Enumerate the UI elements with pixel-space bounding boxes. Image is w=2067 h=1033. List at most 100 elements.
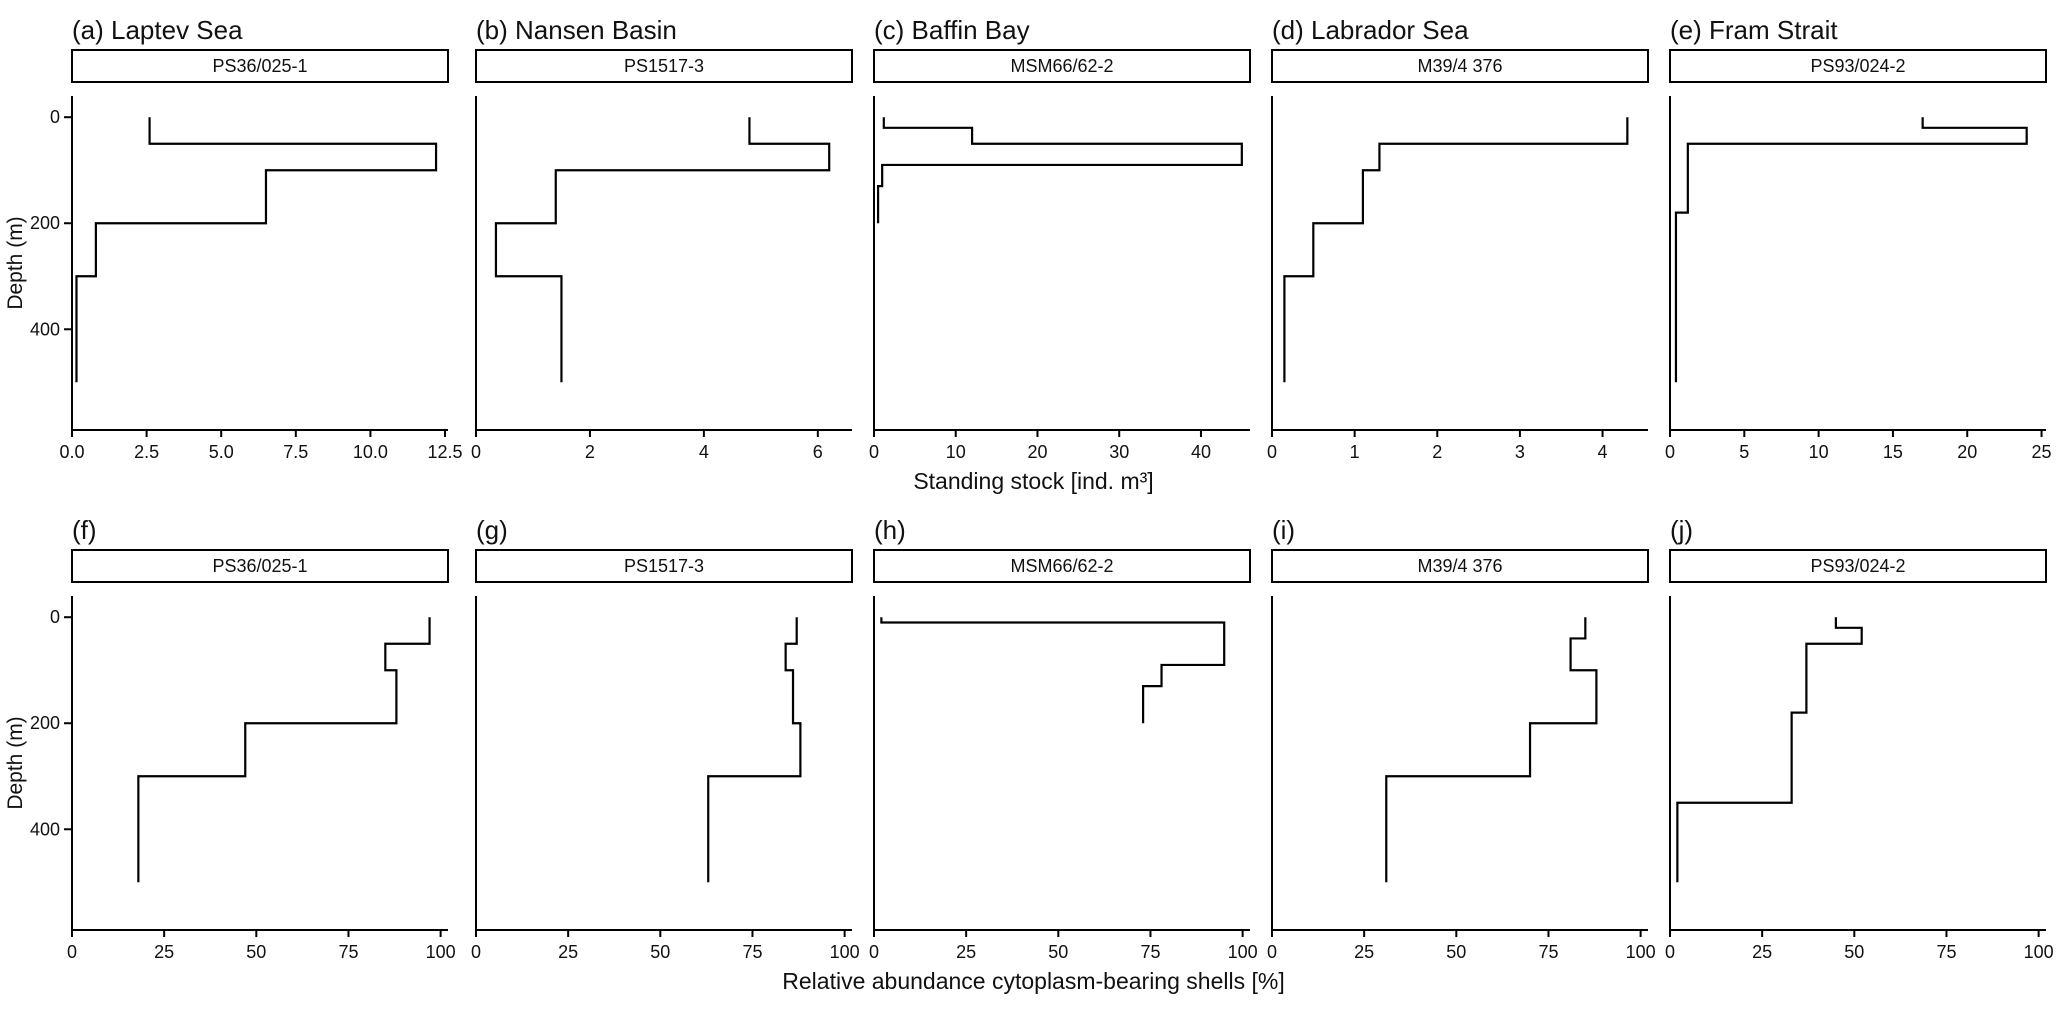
x-tick-label-c: 0: [869, 442, 879, 462]
panel-d: (d) Labrador Sea M39/4 376 0 1 2 3 4: [1262, 12, 1656, 466]
profile-line-g: [707, 617, 802, 883]
station-label-g: PS1517-3: [624, 556, 704, 576]
axes-spine-h: [873, 596, 1250, 931]
axes-spine-a: [71, 96, 448, 431]
station-label-c: MSM66/62-2: [1010, 56, 1113, 76]
plot-b: PS1517-3 0 2 4 6: [471, 49, 853, 462]
y-axis-title: Depth (m): [4, 216, 27, 309]
x-tick-label-a: 10.0: [353, 442, 388, 462]
panel-g: (g) PS1517-3 0 25 50 75 100: [466, 512, 860, 966]
x-tick-label-i: 0: [1267, 942, 1277, 962]
x-tick-label-b: 4: [699, 442, 709, 462]
x-tick-label-j: 50: [1844, 942, 1864, 962]
plot-g: PS1517-3 0 25 50 75 100: [471, 549, 860, 962]
x-tick-label-c: 20: [1027, 442, 1047, 462]
panel-j: (j) PS93/024-2 0 25 50 75 100: [1660, 512, 2054, 966]
x-tick-label-h: 25: [956, 942, 976, 962]
profile-line-e: [1674, 117, 2028, 383]
figure: (a) Laptev Sea PS36/025-1 0.0 2.5 5.0 7.5 10.0…: [4, 12, 2061, 1000]
station-label-e: PS93/024-2: [1810, 56, 1905, 76]
axes-spine-f: [71, 596, 448, 931]
panel-c: (c) Baffin Bay MSM66/62-2 0 10 20 30 40: [864, 12, 1258, 466]
row-1-panels: (f) PS36/025-1 0 25 50 75 100 0 200 400 Depth (m)(…: [4, 512, 2061, 966]
x-tick-label-f: 25: [154, 942, 174, 962]
x-tick-label-b: 0: [471, 442, 481, 462]
plot-a: PS36/025-1 0.0 2.5 5.0 7.5 10.0 12.5 0 200 400Dep…: [4, 49, 463, 462]
x-tick-label-d: 2: [1432, 442, 1442, 462]
profile-line-c: [876, 117, 1243, 224]
station-header-box-g: [475, 549, 853, 583]
x-tick-label-a: 5.0: [209, 442, 234, 462]
x-tick-label-d: 0: [1267, 442, 1277, 462]
station-label-a: PS36/025-1: [212, 56, 307, 76]
station-header-box-f: [71, 549, 449, 583]
station-header-box-h: [873, 549, 1251, 583]
x-tick-label-h: 0: [869, 942, 879, 962]
x-tick-label-e: 5: [1739, 442, 1749, 462]
x-tick-label-h: 100: [1228, 942, 1258, 962]
x-axis-title-standing-stock: Standing stock [ind. m³]: [913, 468, 1154, 494]
plot-d: M39/4 376 0 1 2 3 4: [1267, 49, 1649, 462]
plot-i: M39/4 376 0 25 50 75 100: [1267, 549, 1656, 962]
x-tick-label-d: 3: [1515, 442, 1525, 462]
x-tick-label-e: 15: [1883, 442, 1903, 462]
panel-title-e: (e) Fram Strait: [1670, 15, 1838, 45]
y-tick-label-a: 200: [30, 213, 60, 233]
station-header-box-i: [1271, 549, 1649, 583]
x-tick-label-h: 50: [1048, 942, 1068, 962]
panel-title-a: (a) Laptev Sea: [72, 15, 243, 45]
profile-line-b: [494, 117, 831, 383]
x-tick-label-j: 100: [2024, 942, 2054, 962]
x-tick-label-i: 75: [1538, 942, 1558, 962]
profile-line-a: [75, 117, 438, 383]
x-tick-label-e: 0: [1665, 442, 1675, 462]
x-tick-label-g: 50: [650, 942, 670, 962]
station-label-b: PS1517-3: [624, 56, 704, 76]
x-tick-label-e: 10: [1809, 442, 1829, 462]
y-tick-label-a: 0: [50, 107, 60, 127]
panel-e: (e) Fram Strait PS93/024-2 0 5 10 15 20 25: [1660, 12, 2054, 466]
panel-a: (a) Laptev Sea PS36/025-1 0.0 2.5 5.0 7.5 10.0…: [4, 12, 463, 466]
x-tick-label-c: 40: [1191, 442, 1211, 462]
panel-title-f: (f): [72, 515, 97, 545]
axes-spine-j: [1669, 596, 2046, 931]
panel-title-d: (d) Labrador Sea: [1272, 15, 1469, 45]
y-tick-label-f: 0: [50, 607, 60, 627]
station-header-box-j: [1669, 549, 2047, 583]
station-header-box-a: [71, 49, 449, 83]
x-tick-label-a: 0.0: [59, 442, 84, 462]
profile-line-h: [880, 617, 1226, 724]
y-tick-label-f: 200: [30, 713, 60, 733]
x-tick-label-i: 100: [1626, 942, 1656, 962]
x-tick-label-j: 0: [1665, 942, 1675, 962]
x-tick-label-a: 2.5: [134, 442, 159, 462]
x-tick-label-d: 4: [1598, 442, 1608, 462]
x-tick-label-j: 75: [1936, 942, 1956, 962]
x-tick-label-h: 75: [1140, 942, 1160, 962]
row-relative-abundance: (f) PS36/025-1 0 25 50 75 100 0 200 400 Depth (m)(…: [4, 512, 2061, 1000]
x-tick-label-i: 25: [1354, 942, 1374, 962]
x-tick-label-f: 0: [67, 942, 77, 962]
panel-title-h: (h): [874, 515, 906, 545]
panel-title-j: (j): [1670, 515, 1694, 545]
panel-title-i: (i): [1272, 515, 1296, 545]
panel-title-g: (g): [476, 515, 508, 545]
y-axis-title: Depth (m): [4, 716, 27, 809]
panel-title-c: (c) Baffin Bay: [874, 15, 1030, 45]
station-label-f: PS36/025-1: [212, 556, 307, 576]
plot-h: MSM66/62-2 0 25 50 75 100: [869, 549, 1258, 962]
x-tick-label-f: 75: [338, 942, 358, 962]
x-tick-label-g: 100: [830, 942, 860, 962]
plot-j: PS93/024-2 0 25 50 75 100: [1665, 549, 2054, 962]
profile-line-d: [1283, 117, 1629, 383]
x-tick-label-a: 7.5: [283, 442, 308, 462]
panel-b: (b) Nansen Basin PS1517-3 0 2 4 6: [466, 12, 860, 466]
x-tick-label-e: 20: [1957, 442, 1977, 462]
plot-e: PS93/024-2 0 5 10 15 20 25: [1665, 49, 2052, 462]
panel-title-b: (b) Nansen Basin: [476, 15, 677, 45]
x-tick-label-c: 30: [1109, 442, 1129, 462]
station-label-j: PS93/024-2: [1810, 556, 1905, 576]
x-tick-label-d: 1: [1350, 442, 1360, 462]
x-tick-label-g: 75: [742, 942, 762, 962]
row-standing-stock: (a) Laptev Sea PS36/025-1 0.0 2.5 5.0 7.5 10.0…: [4, 12, 2061, 500]
